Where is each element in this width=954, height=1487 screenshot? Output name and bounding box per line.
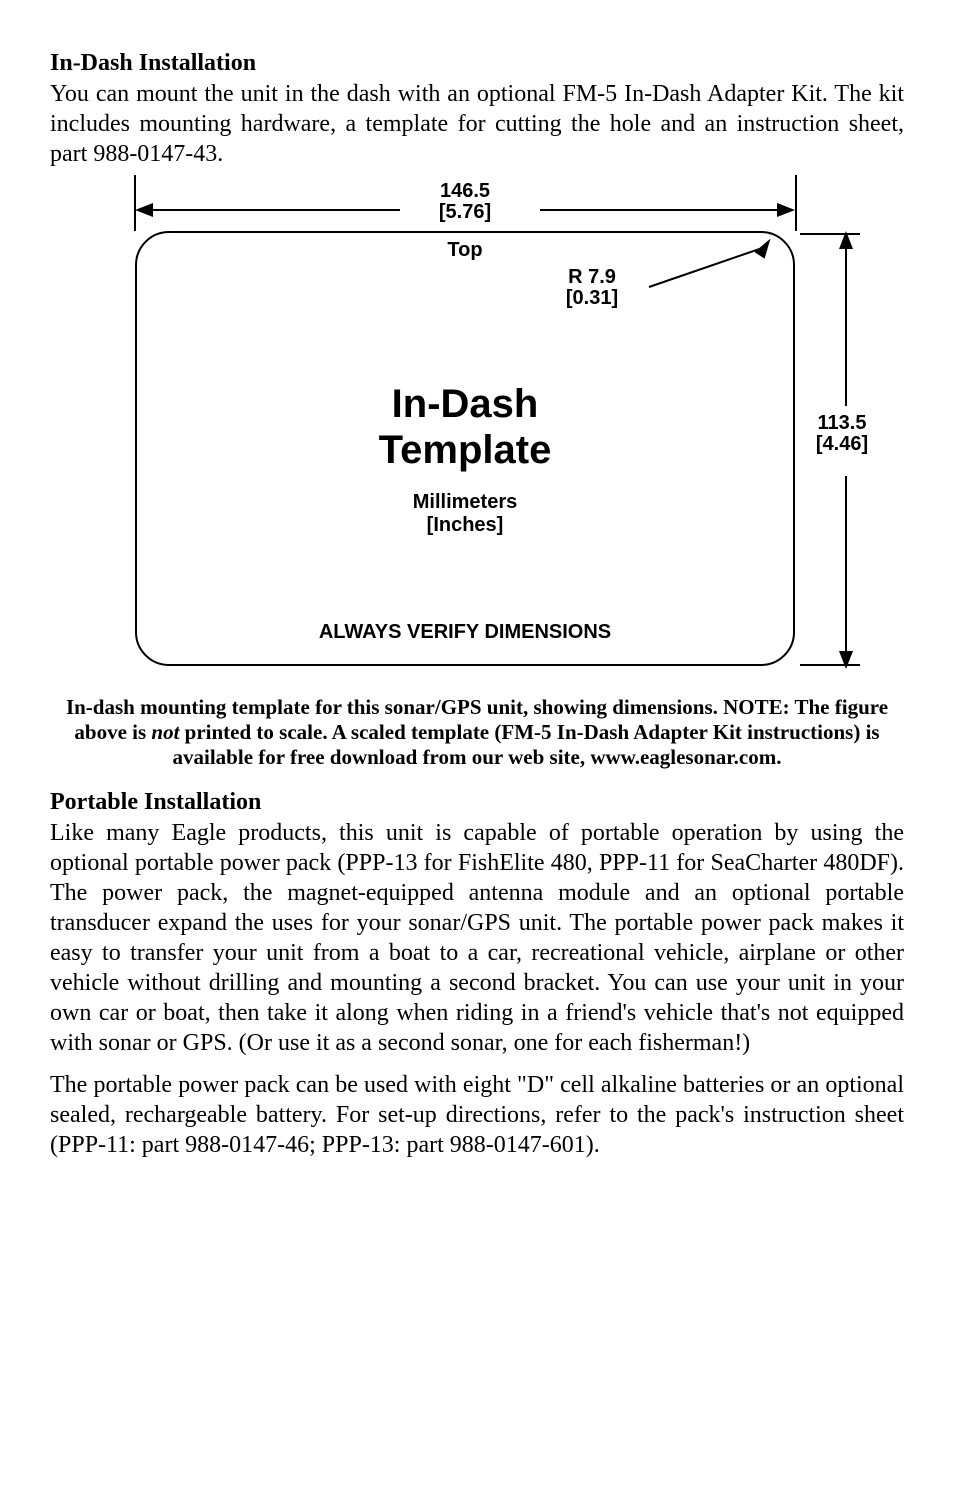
- section-heading-in-dash: In-Dash Installation: [50, 50, 904, 77]
- template-title-line1: In-Dash: [392, 382, 539, 426]
- radius-in: [0.31]: [566, 287, 618, 309]
- units-in: [Inches]: [427, 514, 504, 536]
- caption-italic: not: [151, 720, 179, 744]
- width-mm: 146.5: [440, 180, 490, 202]
- figure-caption: In-dash mounting template for this sonar…: [57, 695, 897, 771]
- in-dash-paragraph: You can mount the unit in the dash with …: [50, 79, 904, 169]
- radius-dimension-label: R 7.9 [0.31]: [547, 267, 637, 309]
- template-title: In-Dash Template: [135, 381, 795, 473]
- top-indicator-label: Top: [135, 239, 795, 262]
- height-mm: 113.5: [818, 412, 867, 434]
- section-heading-portable: Portable Installation: [50, 789, 904, 816]
- dimension-line: [140, 209, 400, 211]
- units-note: Millimeters [Inches]: [135, 491, 795, 537]
- units-mm: Millimeters: [413, 491, 517, 513]
- in-dash-template-diagram: 146.5 [5.76] Top R 7.9 [0.31] In-Dash Te…: [87, 181, 867, 681]
- arrowhead-left-icon: [135, 203, 153, 217]
- arrowhead-up-icon: [839, 231, 853, 249]
- caption-post: printed to scale. A scaled template (FM-…: [173, 720, 880, 769]
- width-dimension-label: 146.5 [5.76]: [135, 181, 795, 223]
- dimension-line: [845, 241, 847, 406]
- height-dimension-label: 113.5 [4.46]: [807, 413, 877, 455]
- arrowhead-down-icon: [839, 651, 853, 669]
- arrowhead-right-icon: [777, 203, 795, 217]
- portable-paragraph-1: Like many Eagle products, this unit is c…: [50, 818, 904, 1058]
- width-in: [5.76]: [439, 201, 491, 223]
- extension-line: [795, 175, 797, 231]
- portable-paragraph-2: The portable power pack can be used with…: [50, 1070, 904, 1160]
- height-in: [4.46]: [816, 433, 868, 455]
- template-title-line2: Template: [379, 428, 552, 472]
- radius-mm: R 7.9: [568, 266, 616, 288]
- dimension-line: [540, 209, 792, 211]
- dimension-line: [845, 476, 847, 656]
- verify-warning: ALWAYS VERIFY DIMENSIONS: [135, 621, 795, 644]
